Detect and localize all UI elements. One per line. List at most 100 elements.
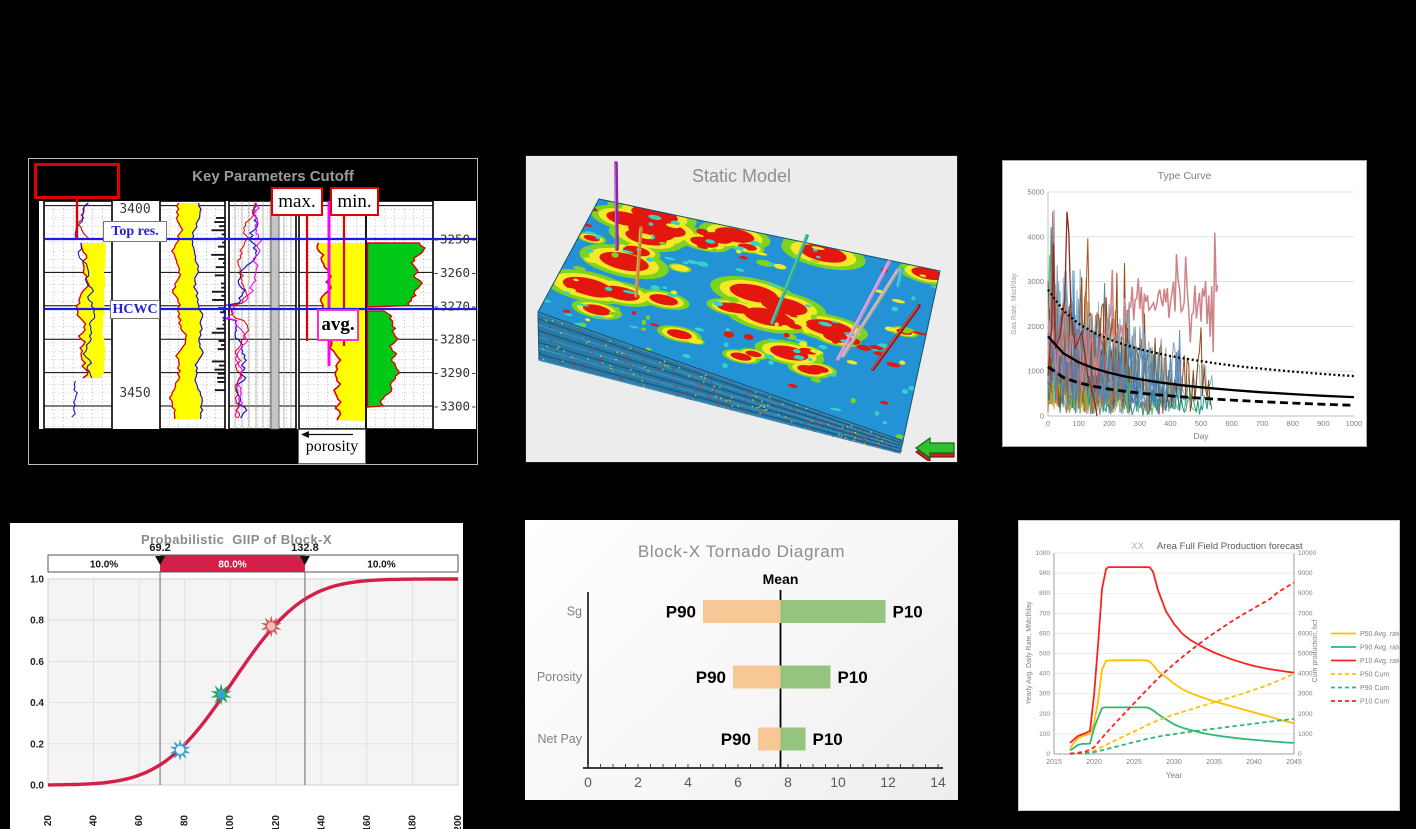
- svg-text:0: 0: [584, 774, 592, 790]
- svg-text:-3300-: -3300-: [432, 399, 477, 414]
- type-curve-chart: 0 1000 2000 3000 4000 5000 0 100 200 300 400 500 600…: [1011, 188, 1362, 442]
- giip-panel: 10.0% 80.0% 10.0% 69.2 132.8 0.0 0.2 0.4 0.6 0.8 1…: [10, 523, 463, 829]
- svg-text:3000: 3000: [1027, 277, 1044, 286]
- svg-text:6000: 6000: [1298, 630, 1313, 637]
- svg-text:P50 Cum: P50 Cum: [1360, 672, 1389, 679]
- svg-text:4000: 4000: [1298, 671, 1313, 678]
- svg-text:69.2: 69.2: [149, 542, 170, 554]
- svg-text:2045: 2045: [1286, 759, 1302, 766]
- svg-text:1000: 1000: [1346, 419, 1363, 428]
- series-p90-cum: [1069, 718, 1295, 755]
- svg-text:8000: 8000: [1298, 590, 1313, 597]
- top-reservoir-label: Top res.: [103, 221, 167, 242]
- giip-cdf-chart: 10.0% 80.0% 10.0% 69.2 132.8 0.0 0.2 0.4 0.6 0.8 1…: [30, 542, 463, 829]
- svg-text:2020: 2020: [1086, 759, 1102, 766]
- series-p90-avg--rate: [1069, 706, 1295, 752]
- svg-text:600: 600: [1225, 419, 1238, 428]
- depth-scale: -3250- -3260- -3270- -3280- -3290- -3300-: [432, 232, 477, 414]
- static-model-panel: Static Model: [525, 155, 958, 463]
- hcwc-label: HCWC: [110, 300, 160, 319]
- percentile-band: 10.0% 80.0% 10.0% 69.2 132.8: [47, 542, 459, 573]
- svg-text:8: 8: [784, 774, 792, 790]
- svg-text:300: 300: [1134, 419, 1147, 428]
- svg-text:700: 700: [1256, 419, 1269, 428]
- svg-text:-3260-: -3260-: [432, 265, 477, 280]
- svg-text:P10: P10: [893, 603, 923, 622]
- svg-text:180: 180: [407, 815, 418, 829]
- well-log-plot: -3250- -3260- -3270- -3280- -3290- -3300-: [39, 199, 478, 430]
- svg-text:200: 200: [1039, 711, 1050, 718]
- svg-text:5000: 5000: [1027, 188, 1044, 197]
- svg-text:Sg: Sg: [567, 605, 582, 619]
- redacted-well-name-box: [34, 163, 120, 199]
- bar-high-net-pay: [780, 727, 806, 751]
- bar-low-porosity: [733, 665, 781, 689]
- svg-text:P10: P10: [813, 730, 843, 749]
- svg-text:0: 0: [1040, 412, 1044, 421]
- svg-text:0: 0: [1298, 751, 1302, 758]
- svg-text:Day: Day: [1193, 431, 1209, 441]
- svg-text:40: 40: [89, 815, 100, 827]
- percentile-markers: [169, 615, 282, 761]
- svg-text:132.8: 132.8: [291, 542, 319, 554]
- svg-text:20: 20: [43, 815, 54, 827]
- svg-text:14: 14: [930, 774, 946, 790]
- tornado-bars: P90 P10 Sg P90 P10 Porosity P90 P10 Net Pay: [537, 600, 923, 751]
- svg-text:400: 400: [1164, 419, 1177, 428]
- svg-text:600: 600: [1039, 630, 1050, 637]
- svg-text:0: 0: [1046, 419, 1050, 428]
- svg-text:0.2: 0.2: [30, 739, 44, 750]
- svg-text:P10: P10: [838, 668, 868, 687]
- svg-text:3000: 3000: [1298, 691, 1313, 698]
- svg-text:-3280-: -3280-: [432, 332, 477, 347]
- svg-text:10000: 10000: [1298, 550, 1316, 557]
- series-p50-avg--rate: [1069, 659, 1295, 749]
- axis-ticks: 0 2 4 6 8 10 12 14: [584, 764, 946, 790]
- svg-text:400: 400: [1039, 671, 1050, 678]
- svg-text:10: 10: [830, 774, 846, 790]
- svg-text:1000: 1000: [1036, 550, 1051, 557]
- svg-text:10.0%: 10.0%: [90, 560, 118, 571]
- svg-text:4: 4: [684, 774, 692, 790]
- svg-text:P90 Cum: P90 Cum: [1360, 685, 1389, 692]
- grid: [1053, 552, 1295, 755]
- svg-text:200: 200: [453, 815, 463, 829]
- wells: [614, 161, 921, 371]
- svg-text:2040: 2040: [1246, 759, 1262, 766]
- bar-high-porosity: [780, 665, 831, 689]
- series: [1069, 566, 1295, 755]
- svg-text:Gas Rate, Mscf/day: Gas Rate, Mscf/day: [1011, 273, 1018, 335]
- legend: P50 Avg. rate P90 Avg. rate P10 Avg. rate P…: [1331, 631, 1399, 706]
- grid: [47, 578, 459, 786]
- series-p50-type-curve: [1047, 335, 1355, 399]
- avg-label: avg.: [317, 309, 359, 341]
- svg-text:P90: P90: [721, 730, 751, 749]
- svg-text:-3270-: -3270-: [432, 298, 477, 313]
- axis-labels: 0 1000 2000 3000 4000 5000 0 100 200 300 400 500 600…: [1011, 188, 1362, 442]
- forecast-panel: 0 100 200 300 400 500 600 700 800 900 1000 0 1000 200…: [1018, 520, 1400, 811]
- svg-text:2015: 2015: [1046, 759, 1062, 766]
- svg-text:0: 0: [1046, 751, 1050, 758]
- svg-text:P10 Cum: P10 Cum: [1360, 699, 1389, 706]
- svg-text:800: 800: [1287, 419, 1300, 428]
- svg-text:500: 500: [1195, 419, 1208, 428]
- svg-text:1000: 1000: [1027, 367, 1044, 376]
- svg-text:10.0%: 10.0%: [367, 560, 395, 571]
- svg-text:140: 140: [316, 815, 327, 829]
- tornado-panel: 0 2 4 6 8 10 12 14 Mean P90 P10 Sg P90 P10 Porosity P90…: [525, 520, 958, 800]
- svg-text:900: 900: [1317, 419, 1330, 428]
- cdf-curve: [48, 577, 458, 787]
- bar-low-sg: [703, 600, 781, 623]
- axis-labels: 0.0 0.2 0.4 0.6 0.8 1.0 20 40 60 80 100 120 140 160 18…: [30, 575, 463, 829]
- svg-text:P90: P90: [666, 603, 696, 622]
- svg-text:800: 800: [1039, 590, 1050, 597]
- svg-text:2000: 2000: [1298, 711, 1313, 718]
- svg-text:P90 Avg. rate: P90 Avg. rate: [1360, 645, 1399, 652]
- svg-text:60: 60: [134, 815, 145, 827]
- svg-text:80.0%: 80.0%: [218, 560, 246, 571]
- well-log-panel: -3250- -3260- -3270- -3280- -3290- -3300- Key…: [28, 158, 478, 465]
- svg-text:7000: 7000: [1298, 610, 1313, 617]
- svg-text:120: 120: [271, 815, 282, 829]
- max-label: max.: [271, 187, 323, 216]
